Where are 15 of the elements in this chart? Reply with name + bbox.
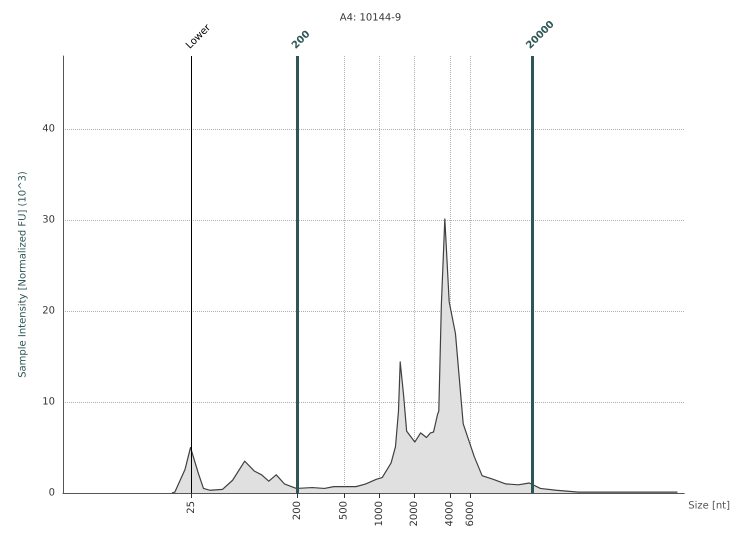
x-tick-label: 25 bbox=[186, 501, 198, 514]
y-tick-label: 0 bbox=[48, 488, 55, 498]
y-tick-label: 30 bbox=[42, 214, 55, 226]
x-tick-label: 500 bbox=[338, 501, 350, 520]
y-tick-label: 40 bbox=[42, 123, 55, 134]
y-tick-label: 20 bbox=[42, 305, 55, 316]
x-tick-label: 200 bbox=[292, 501, 303, 520]
y-axis-title: Sample Intensity [Normalized FU] (10^3) bbox=[18, 171, 28, 378]
x-tick-label: 4000 bbox=[444, 501, 456, 526]
x-tick-label: 6000 bbox=[464, 501, 476, 526]
x-tick-label: 2000 bbox=[409, 501, 420, 526]
chart-title: A4: 10144-9 bbox=[340, 12, 402, 24]
x-axis-title: Size [nt] bbox=[688, 500, 730, 512]
y-tick-label: 10 bbox=[42, 396, 55, 408]
x-tick-label: 1000 bbox=[374, 501, 385, 526]
